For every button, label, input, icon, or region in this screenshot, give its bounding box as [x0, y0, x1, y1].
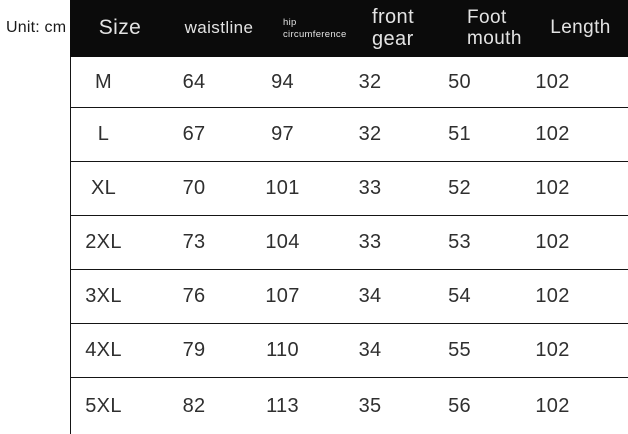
value-cell: 101	[265, 177, 300, 199]
value-cell: 107	[265, 285, 300, 307]
value-cell: 102	[535, 231, 570, 253]
column-header-line: front	[372, 5, 415, 28]
column-header-front-gear: front gear	[356, 5, 444, 50]
table-row: M 64 94 32 50 102	[71, 57, 628, 107]
size-cell: 2XL	[85, 231, 122, 253]
column-header-waistline: waistline	[184, 18, 254, 38]
column-header-foot-mouth: Foot mouth	[444, 6, 533, 49]
value-cell: 82	[182, 394, 206, 417]
value-cell: 73	[182, 231, 206, 253]
column-header-size: Size	[98, 16, 142, 40]
value-cell: 56	[448, 394, 471, 417]
value-cell: 94	[271, 70, 294, 93]
size-cell: 3XL	[85, 285, 122, 307]
value-cell: 55	[448, 339, 471, 361]
value-cell: 51	[448, 123, 471, 145]
value-cell: 102	[535, 394, 570, 417]
table-body: M 64 94 32 50 102 L 67 97 32 51 102 XL 7…	[70, 57, 628, 434]
column-header-line: circumference	[283, 28, 347, 40]
value-cell: 102	[535, 70, 570, 93]
size-cell: M	[95, 70, 112, 93]
table-row: 2XL 73 104 33 53 102	[71, 215, 628, 269]
value-cell: 32	[358, 70, 382, 93]
value-cell: 102	[535, 177, 570, 199]
value-cell: 34	[358, 285, 382, 307]
value-cell: 54	[448, 285, 471, 307]
table-row: 5XL 82 113 35 56 102	[71, 377, 628, 434]
value-cell: 34	[358, 339, 382, 361]
value-cell: 32	[358, 123, 382, 145]
size-cell: XL	[90, 177, 117, 199]
table-row: 3XL 76 107 34 54 102	[71, 269, 628, 323]
value-cell: 102	[535, 123, 570, 145]
value-cell: 33	[358, 177, 382, 199]
value-cell: 102	[535, 285, 570, 307]
column-header-line: hip	[283, 17, 297, 29]
value-cell: 67	[182, 123, 206, 145]
value-cell: 70	[182, 177, 206, 199]
value-cell: 79	[182, 339, 206, 361]
value-cell: 53	[448, 231, 471, 253]
table-row: L 67 97 32 51 102	[71, 107, 628, 161]
value-cell: 110	[266, 339, 299, 361]
value-cell: 50	[448, 70, 471, 93]
size-table: Size waistline hip circumference front g…	[70, 0, 628, 434]
value-cell: 97	[271, 123, 294, 145]
column-header-line: Foot	[467, 6, 507, 28]
size-cell: 4XL	[85, 339, 122, 361]
size-cell: 5XL	[85, 394, 122, 417]
value-cell: 52	[448, 177, 471, 199]
value-cell: 102	[535, 339, 570, 361]
value-cell: 113	[266, 394, 299, 417]
table-row: 4XL 79 110 34 55 102	[71, 323, 628, 377]
value-cell: 33	[358, 231, 382, 253]
column-header-line: mouth	[467, 27, 522, 49]
value-cell: 35	[358, 394, 382, 417]
column-header-line: gear	[372, 27, 414, 50]
value-cell: 104	[265, 231, 300, 253]
size-cell: L	[97, 123, 110, 145]
value-cell: 64	[182, 70, 206, 93]
table-header-row: Size waistline hip circumference front g…	[70, 0, 628, 57]
unit-label: Unit: cm	[6, 19, 67, 36]
value-cell: 76	[182, 285, 206, 307]
table-row: XL 70 101 33 52 102	[71, 161, 628, 215]
column-header-hip-circumference: hip circumference	[268, 17, 356, 40]
column-header-length: Length	[550, 17, 611, 39]
